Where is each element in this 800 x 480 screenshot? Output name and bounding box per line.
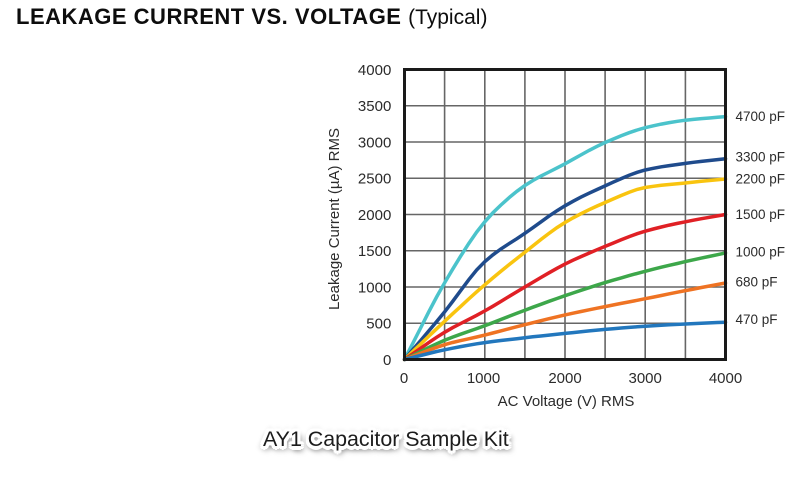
- svg-text:3300 pF: 3300 pF: [736, 150, 786, 165]
- svg-text:1500: 1500: [358, 243, 391, 260]
- svg-text:0: 0: [400, 370, 408, 387]
- svg-text:2000: 2000: [548, 370, 581, 387]
- svg-text:2200 pF: 2200 pF: [736, 171, 786, 186]
- svg-text:4700 pF: 4700 pF: [736, 109, 786, 124]
- svg-text:1000 pF: 1000 pF: [736, 244, 786, 259]
- svg-text:3500: 3500: [358, 98, 391, 115]
- svg-text:1000: 1000: [467, 370, 500, 387]
- svg-text:3000: 3000: [358, 134, 391, 151]
- svg-text:470 pF: 470 pF: [736, 312, 778, 327]
- svg-text:3000: 3000: [629, 370, 662, 387]
- svg-text:1000: 1000: [358, 279, 391, 296]
- svg-text:AC Voltage (V) RMS: AC Voltage (V) RMS: [498, 393, 635, 410]
- svg-text:0: 0: [383, 352, 391, 369]
- svg-text:Leakage Current (µA) RMS: Leakage Current (µA) RMS: [326, 128, 343, 310]
- svg-text:2000: 2000: [358, 207, 391, 224]
- svg-text:680 pF: 680 pF: [736, 275, 778, 290]
- svg-text:500: 500: [366, 316, 391, 333]
- svg-text:4000: 4000: [709, 370, 742, 387]
- svg-text:4000: 4000: [358, 62, 391, 79]
- svg-text:2500: 2500: [358, 171, 391, 188]
- svg-text:1500 pF: 1500 pF: [736, 207, 786, 222]
